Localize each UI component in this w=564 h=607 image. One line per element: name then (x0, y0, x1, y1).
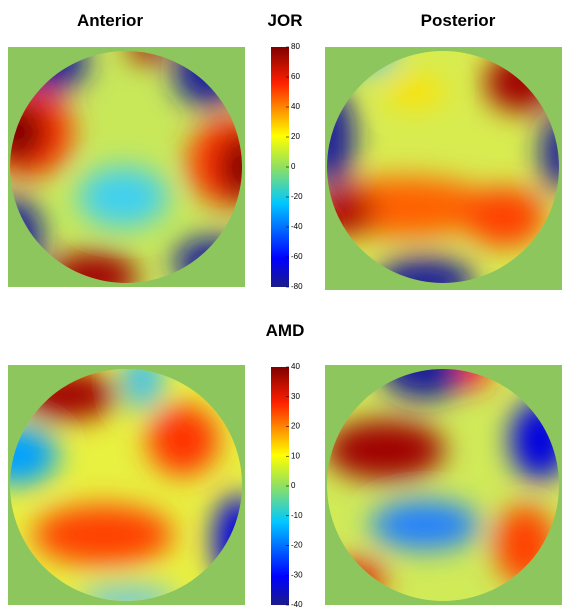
colorbar-tick-label: -40 (291, 600, 303, 607)
colorbar-tick-label: -20 (291, 192, 303, 201)
colorbar-tick-label: -30 (291, 570, 303, 579)
panel-title: AMD (266, 321, 305, 340)
column-title: Anterior (77, 11, 144, 30)
colorbar-tick-label: 20 (291, 422, 300, 431)
colorbar-tick-label: 40 (291, 362, 300, 371)
colorbar-tick-label: 40 (291, 102, 300, 111)
colorbar (271, 367, 289, 605)
map (325, 365, 562, 605)
map (8, 365, 245, 605)
colorbar-tick-label: 60 (291, 72, 300, 81)
colorbar-tick-label: 0 (291, 162, 296, 171)
colorbar-tick-label: 80 (291, 42, 300, 51)
colorbar-tick-label: 20 (291, 132, 300, 141)
colorbar-tick-label: 10 (291, 451, 300, 460)
column-title: Posterior (421, 11, 496, 30)
colorbar-tick-label: 0 (291, 481, 296, 490)
colorbar-tick-label: -40 (291, 222, 303, 231)
map (325, 47, 562, 290)
map (8, 47, 245, 287)
colorbar-tick-label: -20 (291, 541, 303, 550)
colorbar-tick-label: -80 (291, 282, 303, 291)
colorbar-tick-label: -60 (291, 252, 303, 261)
colorbar-tick-label: 30 (291, 392, 300, 401)
colorbar (271, 47, 289, 287)
panel-title: JOR (268, 11, 303, 30)
colorbar-tick-label: -10 (291, 511, 303, 520)
